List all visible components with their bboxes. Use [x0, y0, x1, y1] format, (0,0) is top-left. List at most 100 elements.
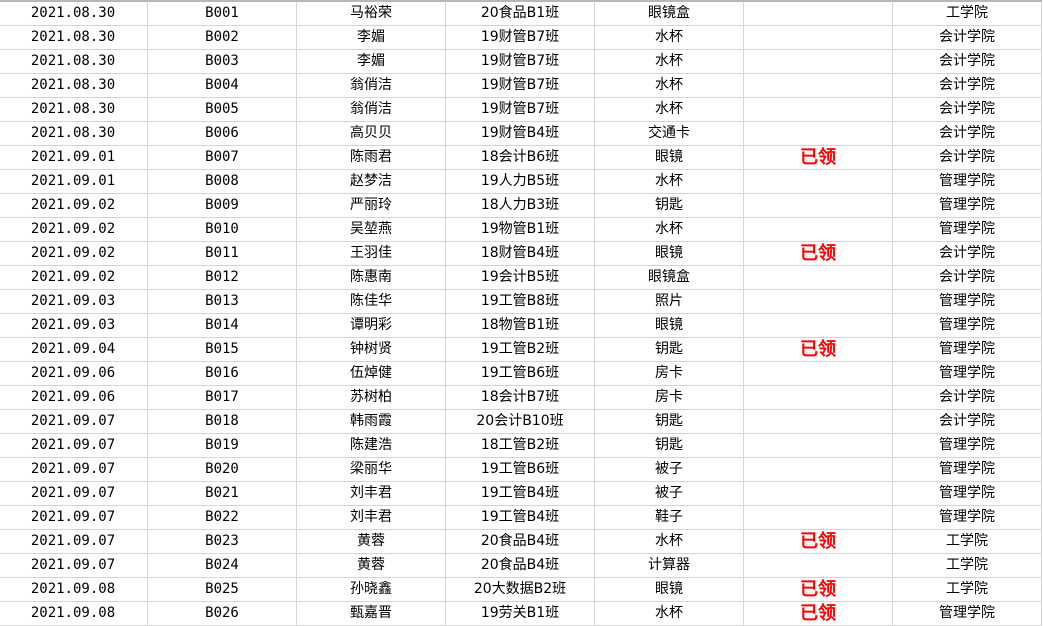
status-cell[interactable]: [743, 49, 893, 74]
college-cell[interactable]: 会计学院: [892, 49, 1042, 74]
college-cell[interactable]: 管理学院: [892, 457, 1042, 482]
name-cell[interactable]: 梁丽华: [296, 457, 446, 482]
item-cell[interactable]: 眼镜盒: [594, 2, 744, 26]
date-cell[interactable]: 2021.09.02: [0, 217, 148, 242]
id-cell[interactable]: B026: [147, 601, 297, 626]
college-cell[interactable]: 管理学院: [892, 217, 1042, 242]
class-cell[interactable]: 18工管B2班: [445, 433, 595, 458]
date-cell[interactable]: 2021.09.07: [0, 457, 148, 482]
id-cell[interactable]: B014: [147, 313, 297, 338]
name-cell[interactable]: 李媚: [296, 25, 446, 50]
item-cell[interactable]: 房卡: [594, 361, 744, 386]
name-cell[interactable]: 翁俏洁: [296, 97, 446, 122]
class-cell[interactable]: 20食品B4班: [445, 529, 595, 554]
college-cell[interactable]: 会计学院: [892, 121, 1042, 146]
id-cell[interactable]: B012: [147, 265, 297, 290]
class-cell[interactable]: 20食品B4班: [445, 553, 595, 578]
class-cell[interactable]: 19劳关B1班: [445, 601, 595, 626]
date-cell[interactable]: 2021.09.02: [0, 265, 148, 290]
item-cell[interactable]: 被子: [594, 457, 744, 482]
id-cell[interactable]: B016: [147, 361, 297, 386]
date-cell[interactable]: 2021.09.07: [0, 529, 148, 554]
status-cell[interactable]: [743, 553, 893, 578]
college-cell[interactable]: 管理学院: [892, 361, 1042, 386]
class-cell[interactable]: 19会计B5班: [445, 265, 595, 290]
name-cell[interactable]: 王羽佳: [296, 241, 446, 266]
class-cell[interactable]: 18人力B3班: [445, 193, 595, 218]
name-cell[interactable]: 伍焯健: [296, 361, 446, 386]
name-cell[interactable]: 吴堃燕: [296, 217, 446, 242]
date-cell[interactable]: 2021.09.08: [0, 601, 148, 626]
class-cell[interactable]: 19财管B7班: [445, 97, 595, 122]
date-cell[interactable]: 2021.09.03: [0, 313, 148, 338]
class-cell[interactable]: 19工管B8班: [445, 289, 595, 314]
item-cell[interactable]: 眼镜: [594, 313, 744, 338]
class-cell[interactable]: 20食品B1班: [445, 2, 595, 26]
college-cell[interactable]: 管理学院: [892, 337, 1042, 362]
status-cell[interactable]: [743, 409, 893, 434]
name-cell[interactable]: 翁俏洁: [296, 73, 446, 98]
college-cell[interactable]: 管理学院: [892, 169, 1042, 194]
college-cell[interactable]: 会计学院: [892, 97, 1042, 122]
item-cell[interactable]: 水杯: [594, 73, 744, 98]
date-cell[interactable]: 2021.09.06: [0, 361, 148, 386]
status-cell[interactable]: [743, 121, 893, 146]
id-cell[interactable]: B022: [147, 505, 297, 530]
name-cell[interactable]: 陈佳华: [296, 289, 446, 314]
date-cell[interactable]: 2021.09.04: [0, 337, 148, 362]
item-cell[interactable]: 水杯: [594, 169, 744, 194]
name-cell[interactable]: 马裕荣: [296, 2, 446, 26]
college-cell[interactable]: 工学院: [892, 529, 1042, 554]
status-cell[interactable]: [743, 217, 893, 242]
class-cell[interactable]: 18会计B6班: [445, 145, 595, 170]
status-cell[interactable]: [743, 289, 893, 314]
status-cell[interactable]: 已领: [743, 337, 893, 362]
item-cell[interactable]: 计算器: [594, 553, 744, 578]
name-cell[interactable]: 陈惠南: [296, 265, 446, 290]
date-cell[interactable]: 2021.08.30: [0, 97, 148, 122]
date-cell[interactable]: 2021.08.30: [0, 2, 148, 26]
id-cell[interactable]: B007: [147, 145, 297, 170]
id-cell[interactable]: B011: [147, 241, 297, 266]
date-cell[interactable]: 2021.09.01: [0, 145, 148, 170]
item-cell[interactable]: 水杯: [594, 49, 744, 74]
status-cell[interactable]: [743, 457, 893, 482]
date-cell[interactable]: 2021.09.02: [0, 241, 148, 266]
item-cell[interactable]: 水杯: [594, 529, 744, 554]
college-cell[interactable]: 工学院: [892, 577, 1042, 602]
status-cell[interactable]: [743, 265, 893, 290]
date-cell[interactable]: 2021.08.30: [0, 49, 148, 74]
name-cell[interactable]: 李媚: [296, 49, 446, 74]
status-cell[interactable]: [743, 169, 893, 194]
college-cell[interactable]: 管理学院: [892, 481, 1042, 506]
id-cell[interactable]: B009: [147, 193, 297, 218]
status-cell[interactable]: 已领: [743, 529, 893, 554]
class-cell[interactable]: 19物管B1班: [445, 217, 595, 242]
date-cell[interactable]: 2021.09.03: [0, 289, 148, 314]
name-cell[interactable]: 钟树贤: [296, 337, 446, 362]
id-cell[interactable]: B025: [147, 577, 297, 602]
college-cell[interactable]: 管理学院: [892, 433, 1042, 458]
status-cell[interactable]: [743, 2, 893, 26]
college-cell[interactable]: 会计学院: [892, 265, 1042, 290]
item-cell[interactable]: 交通卡: [594, 121, 744, 146]
date-cell[interactable]: 2021.09.07: [0, 433, 148, 458]
college-cell[interactable]: 管理学院: [892, 313, 1042, 338]
college-cell[interactable]: 会计学院: [892, 25, 1042, 50]
id-cell[interactable]: B021: [147, 481, 297, 506]
class-cell[interactable]: 19财管B7班: [445, 73, 595, 98]
class-cell[interactable]: 19工管B2班: [445, 337, 595, 362]
name-cell[interactable]: 黄蓉: [296, 553, 446, 578]
college-cell[interactable]: 会计学院: [892, 145, 1042, 170]
name-cell[interactable]: 刘丰君: [296, 505, 446, 530]
status-cell[interactable]: [743, 361, 893, 386]
id-cell[interactable]: B024: [147, 553, 297, 578]
date-cell[interactable]: 2021.09.07: [0, 553, 148, 578]
name-cell[interactable]: 苏树柏: [296, 385, 446, 410]
status-cell[interactable]: 已领: [743, 145, 893, 170]
college-cell[interactable]: 管理学院: [892, 505, 1042, 530]
id-cell[interactable]: B023: [147, 529, 297, 554]
name-cell[interactable]: 刘丰君: [296, 481, 446, 506]
status-cell[interactable]: [743, 97, 893, 122]
class-cell[interactable]: 18财管B4班: [445, 241, 595, 266]
